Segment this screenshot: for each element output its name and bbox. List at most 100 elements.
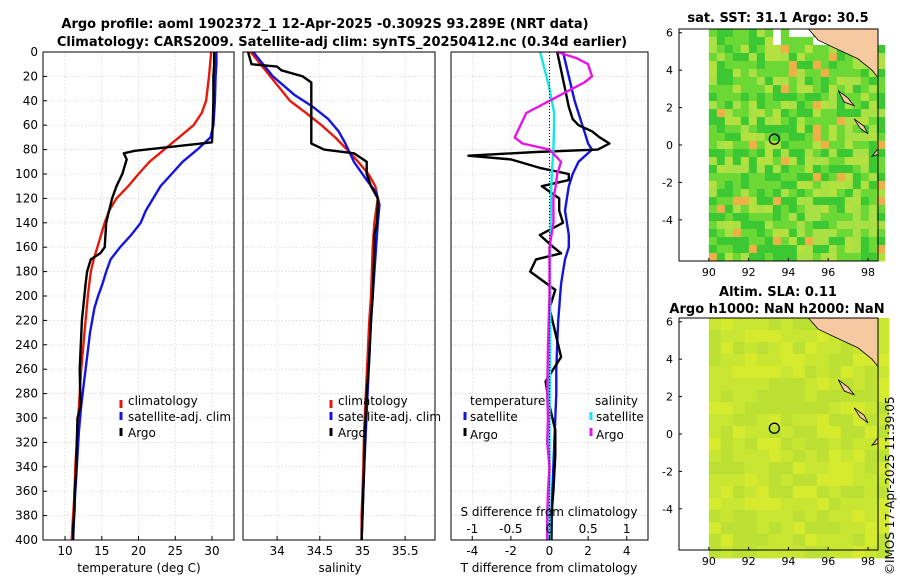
sst-cell [836,165,846,174]
sla-cell [804,330,818,343]
map-y-tick-label: 6 [666,27,673,40]
sst-cell [748,229,758,238]
sla-cell [732,378,746,391]
sst-cell [780,221,790,230]
sst-cell [732,221,742,230]
sla-cell [720,450,734,463]
sst-cell [788,237,798,246]
sst-cell [756,181,766,190]
sla-cell [768,498,782,511]
sla-cell [768,426,782,439]
sst-cell [804,229,814,238]
sst-cell [708,125,718,134]
sst-cell [860,61,870,70]
sst-cell [708,213,718,222]
sla-cell [852,498,866,511]
temperature-xlabel: temperature (deg C) [77,561,200,575]
sst-cell [740,53,750,62]
sst-cell [788,253,798,262]
legend-t-argo-label: Argo [470,428,498,442]
sst-cell [708,37,718,46]
sla-cell [732,462,746,475]
sst-cell [732,37,742,46]
sla-cell [816,414,830,427]
sla-cell [708,450,722,463]
map-x-tick-label: 92 [742,555,756,568]
sst-cell [796,237,806,246]
sla-cell [864,534,878,547]
salinity-legend: climatology satellite-adj. clim Argo [329,394,441,440]
sst-cell [724,29,734,38]
sst-cell [836,125,846,134]
sst-cell [716,181,726,190]
sst-cell [788,157,798,166]
sst-cell [868,165,878,174]
sst-cell [788,245,798,254]
sst-cell [764,237,774,246]
sst-cell [876,173,886,182]
sst-cell [868,237,878,246]
sla-cell [840,546,854,559]
sla-cell [840,414,854,427]
sst-cell [852,157,862,166]
sst-cell [724,45,734,54]
sla-cell [828,414,842,427]
sst-cell [716,117,726,126]
sst-cell [708,101,718,110]
sla-cell [780,330,794,343]
sla-cell [792,366,806,379]
y-tick-label: 60 [23,118,38,132]
sla-cell [768,534,782,547]
sst-cell [764,53,774,62]
difference-xlabel-top: S difference from climatology [461,505,638,519]
sla-cell [816,534,830,547]
sst-cell [756,37,766,46]
sst-cell [772,165,782,174]
sst-cell [860,181,870,190]
sst-cell [852,229,862,238]
sst-cell [844,77,854,86]
sst-cell [780,109,790,118]
legend-satellite-label: satellite-adj. clim [128,410,231,424]
sst-cell [748,181,758,190]
sst-cell [804,117,814,126]
sst-cell [796,157,806,166]
sla-cell [780,318,794,331]
sst-cell [876,149,886,158]
sst-cell [804,45,814,54]
sst-cell [772,53,782,62]
sla-cell [744,522,758,535]
sst-cell [716,77,726,86]
sst-cell [852,133,862,142]
sst-cell [820,181,830,190]
sla-cell [744,534,758,547]
sla-cell [828,510,842,523]
sst-cell [796,125,806,134]
sst-cell [796,245,806,254]
sst-cell [836,229,846,238]
sst-cell [852,61,862,70]
sla-cell [792,498,806,511]
sst-cell [812,93,822,102]
sst-cell [820,157,830,166]
sst-cell [812,53,822,62]
map-y-tick-label: 2 [666,102,673,115]
sst-cell [796,173,806,182]
sla-cell [828,474,842,487]
sst-cell [740,77,750,86]
sla-cell [756,474,770,487]
sst-cell [852,253,862,262]
sst-cell [732,133,742,142]
sst-cell [732,101,742,110]
sst-cell [844,85,854,94]
sst-cell [876,237,886,246]
sst-cell [836,93,846,102]
sst-cell [756,205,766,214]
sla-cell [732,426,746,439]
sst-cell [724,205,734,214]
sst-cell [772,117,782,126]
sst-cell [732,173,742,182]
sst-cell [780,61,790,70]
sst-cell [732,197,742,206]
sla-cell [804,534,818,547]
